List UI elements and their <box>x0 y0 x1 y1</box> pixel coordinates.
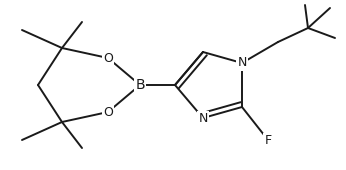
Text: F: F <box>264 133 272 147</box>
Text: N: N <box>237 56 247 70</box>
Text: N: N <box>198 112 208 124</box>
Text: O: O <box>103 106 113 118</box>
Text: O: O <box>103 52 113 64</box>
Text: B: B <box>135 78 145 92</box>
